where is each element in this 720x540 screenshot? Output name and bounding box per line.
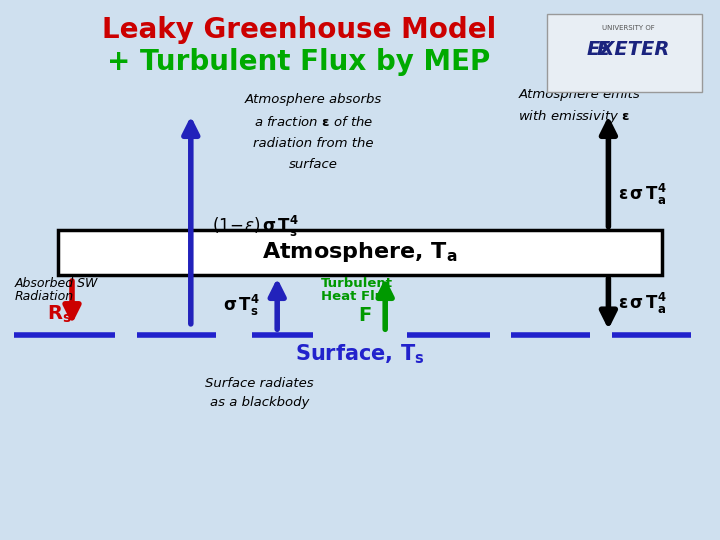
Text: $(1\!-\!\varepsilon)\,\mathbf{\sigma\,T_s^4}$: $(1\!-\!\varepsilon)\,\mathbf{\sigma\,T_… — [212, 214, 300, 239]
Text: UNIVERSITY OF: UNIVERSITY OF — [602, 25, 654, 31]
Text: $\mathbf{\varepsilon\,\sigma\,T_a^4}$: $\mathbf{\varepsilon\,\sigma\,T_a^4}$ — [618, 182, 667, 207]
Bar — [58, 230, 662, 275]
Text: + Turbulent Flux by MEP: + Turbulent Flux by MEP — [107, 48, 490, 76]
Text: Leaky Greenhouse Model: Leaky Greenhouse Model — [102, 16, 496, 44]
Text: Atmosphere absorbs: Atmosphere absorbs — [245, 93, 382, 106]
Text: Surface, $\mathbf{T_s}$: Surface, $\mathbf{T_s}$ — [295, 342, 425, 366]
Text: E: E — [597, 40, 610, 59]
Text: $\mathbf{R_s}$: $\mathbf{R_s}$ — [47, 303, 71, 325]
Text: with emissivity $\mathbf{\varepsilon}$: with emissivity $\mathbf{\varepsilon}$ — [518, 107, 630, 125]
Text: Turbulent: Turbulent — [320, 277, 392, 290]
Text: Atmosphere emits: Atmosphere emits — [518, 88, 640, 101]
Text: a fraction $\mathbf{\varepsilon}$ of the: a fraction $\mathbf{\varepsilon}$ of the — [253, 114, 373, 129]
Text: Heat Flux: Heat Flux — [320, 291, 392, 303]
Text: surface: surface — [289, 158, 338, 171]
Text: EXETER: EXETER — [587, 40, 670, 59]
Text: $\mathbf{\varepsilon\,\sigma\,T_a^4}$: $\mathbf{\varepsilon\,\sigma\,T_a^4}$ — [618, 291, 667, 316]
Text: Absorbed SW: Absorbed SW — [14, 277, 98, 290]
Text: Atmosphere, $\mathbf{T_a}$: Atmosphere, $\mathbf{T_a}$ — [262, 240, 458, 265]
Bar — [547, 14, 702, 92]
Text: $\mathbf{\sigma\,T_s^4}$: $\mathbf{\sigma\,T_s^4}$ — [223, 293, 260, 318]
Text: Radiation: Radiation — [14, 291, 73, 303]
Text: Surface radiates: Surface radiates — [205, 377, 313, 390]
Text: $\mathbf{F}$: $\mathbf{F}$ — [358, 306, 371, 326]
Text: radiation from the: radiation from the — [253, 137, 374, 150]
Text: as a blackbody: as a blackbody — [210, 396, 309, 409]
